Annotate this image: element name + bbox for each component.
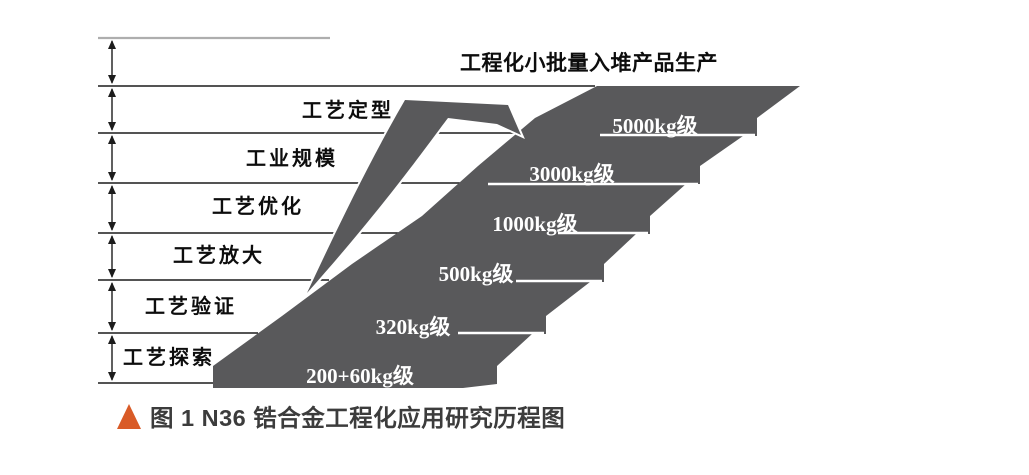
stage-label: 工艺放大 — [173, 243, 265, 267]
curved-arrow-icon — [305, 97, 525, 295]
stage-label: 工艺验证 — [145, 294, 237, 318]
stage-label: 工业规模 — [246, 146, 338, 170]
stage-label: 工艺探索 — [123, 345, 215, 369]
stage-labels: 工艺探索 工艺验证 工艺放大 工艺优化 工业规模 工艺定型 工程化小批量入堆产品… — [123, 51, 718, 369]
scale-labels: 200+60kg级 320kg级 500kg级 1000kg级 3000kg级 … — [306, 114, 697, 388]
stage-label: 工艺定型 — [302, 98, 394, 122]
scale-label: 320kg级 — [376, 315, 451, 339]
step-shape-500kg — [282, 264, 604, 316]
step-shape-top-cap — [535, 86, 800, 118]
step-shape-200kg — [213, 366, 497, 388]
staircase-band — [213, 86, 800, 388]
scale-label: 200+60kg级 — [306, 364, 414, 388]
step-shape-5000kg — [478, 118, 757, 166]
caption-marker-triangle-icon — [117, 404, 141, 429]
step-shape-1000kg — [352, 216, 650, 264]
band-separator-lines — [458, 133, 755, 335]
step-shape-3000kg — [422, 166, 700, 216]
scale-label: 3000kg级 — [529, 162, 614, 186]
stage-label: 工艺优化 — [212, 194, 304, 218]
caption-text: 图 1 N36 锆合金工程化应用研究历程图 — [150, 404, 565, 431]
scale-label: 5000kg级 — [612, 114, 697, 138]
scale-label: 1000kg级 — [492, 212, 577, 236]
scale-label: 500kg级 — [439, 262, 514, 286]
top-stage-label: 工程化小批量入堆产品生产 — [460, 51, 718, 75]
guide-lines — [98, 36, 595, 384]
step-shape-320kg — [213, 316, 546, 366]
figure-caption: 图 1 N36 锆合金工程化应用研究历程图 — [117, 404, 565, 431]
